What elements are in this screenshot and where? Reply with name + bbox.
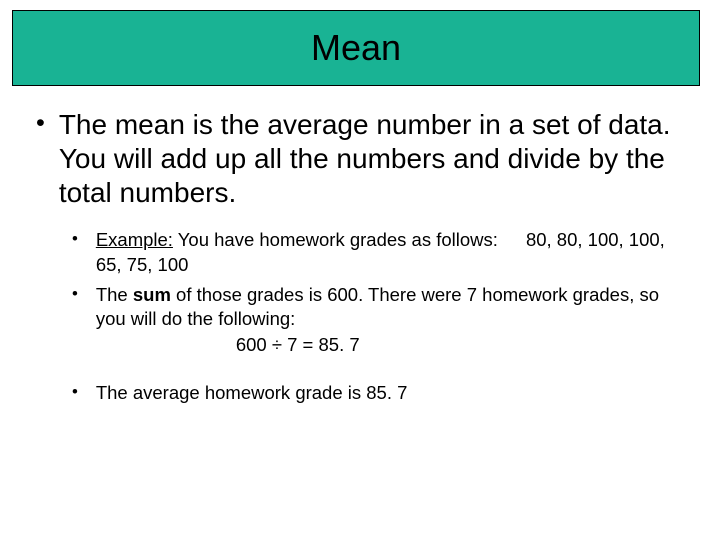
bullet-marker-icon: • — [72, 381, 96, 405]
example-rest: You have homework grades as follows: — [173, 229, 498, 250]
bullet-marker-icon: • — [36, 108, 59, 210]
bullet-example: • Example: You have homework grades as f… — [36, 228, 692, 276]
slide-title: Mean — [311, 27, 401, 69]
bullet-sum-text: The sum of those grades is 600. There we… — [96, 283, 692, 357]
bullet-average: • The average homework grade is 85. 7 — [36, 381, 692, 405]
sum-rest: of those grades is 600. There were 7 hom… — [96, 284, 659, 329]
sum-prefix: The — [96, 284, 133, 305]
bullet-average-text: The average homework grade is 85. 7 — [96, 381, 692, 405]
example-label: Example: — [96, 229, 173, 250]
slide: Mean • The mean is the average number in… — [0, 10, 720, 550]
bullet-main-text: The mean is the average number in a set … — [59, 108, 692, 210]
title-bar: Mean — [12, 10, 700, 86]
bullet-main: • The mean is the average number in a se… — [36, 108, 692, 210]
sum-calc: 600 ÷ 7 = 85. 7 — [96, 333, 692, 357]
bullet-marker-icon: • — [72, 283, 96, 357]
sum-bold: sum — [133, 284, 171, 305]
slide-content: • The mean is the average number in a se… — [0, 108, 720, 405]
bullet-sum: • The sum of those grades is 600. There … — [36, 283, 692, 357]
bullet-marker-icon: • — [72, 228, 96, 276]
bullet-example-text: Example: You have homework grades as fol… — [96, 228, 692, 276]
